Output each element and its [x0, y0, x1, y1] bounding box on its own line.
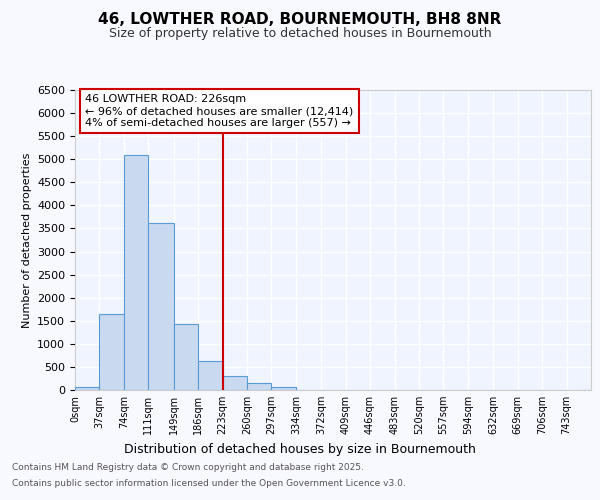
Bar	[124, 154, 148, 390]
Bar	[75, 387, 100, 390]
Bar	[223, 376, 247, 390]
Text: Contains HM Land Registry data © Crown copyright and database right 2025.: Contains HM Land Registry data © Crown c…	[12, 464, 364, 472]
Bar	[173, 324, 198, 390]
Text: Size of property relative to detached houses in Bournemouth: Size of property relative to detached ho…	[109, 28, 491, 40]
Text: Contains public sector information licensed under the Open Government Licence v3: Contains public sector information licen…	[12, 478, 406, 488]
Bar	[100, 314, 124, 390]
Text: 46 LOWTHER ROAD: 226sqm
← 96% of detached houses are smaller (12,414)
4% of semi: 46 LOWTHER ROAD: 226sqm ← 96% of detache…	[85, 94, 353, 128]
Text: 46, LOWTHER ROAD, BOURNEMOUTH, BH8 8NR: 46, LOWTHER ROAD, BOURNEMOUTH, BH8 8NR	[98, 12, 502, 28]
Bar	[271, 387, 296, 390]
Y-axis label: Number of detached properties: Number of detached properties	[22, 152, 32, 328]
Text: Distribution of detached houses by size in Bournemouth: Distribution of detached houses by size …	[124, 442, 476, 456]
Bar	[247, 383, 271, 390]
Bar	[148, 223, 173, 390]
Bar	[198, 362, 223, 390]
